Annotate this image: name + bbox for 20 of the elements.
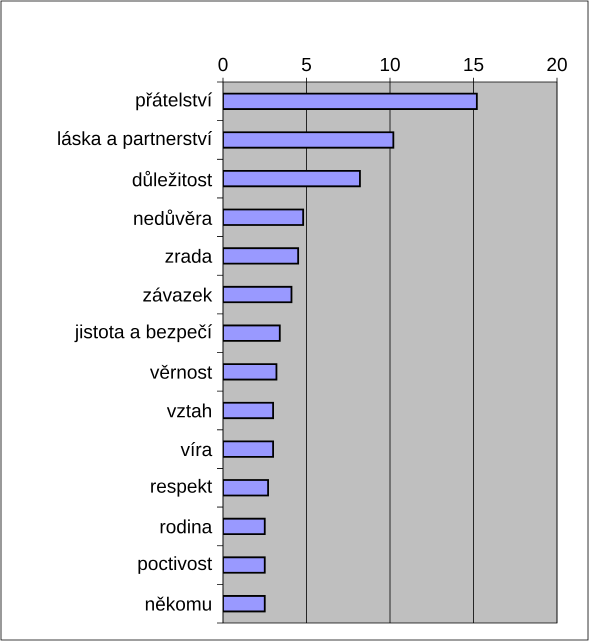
y-tick-label: zrada (165, 248, 212, 263)
y-tick-label: láska a partnerství (58, 131, 212, 149)
x-tick-label: 20 (547, 58, 567, 72)
y-tick-label: respekt (151, 478, 212, 497)
y-tick-label: přátelství (136, 92, 212, 110)
bar (223, 131, 394, 149)
x-tick-label: 0 (218, 58, 228, 72)
x-tick-label: 15 (464, 58, 484, 72)
y-tick-label: vztah (166, 403, 211, 418)
y-tick-label: závazek (143, 287, 212, 302)
y-tick-label: rodina (160, 519, 212, 534)
x-tick-label: 10 (380, 58, 400, 72)
y-tick-label: nedůvěra (134, 210, 212, 226)
y-tick-label: věrnost (150, 364, 212, 379)
y-tick-label: poctivost (138, 556, 212, 574)
x-tick-label: 5 (302, 58, 311, 72)
y-tick-label: jistota a bezpečí (74, 324, 212, 342)
y-tick-label: někomu (146, 596, 211, 611)
y-tick-label: důležitost (132, 170, 212, 186)
y-tick-label: víra (180, 442, 212, 456)
